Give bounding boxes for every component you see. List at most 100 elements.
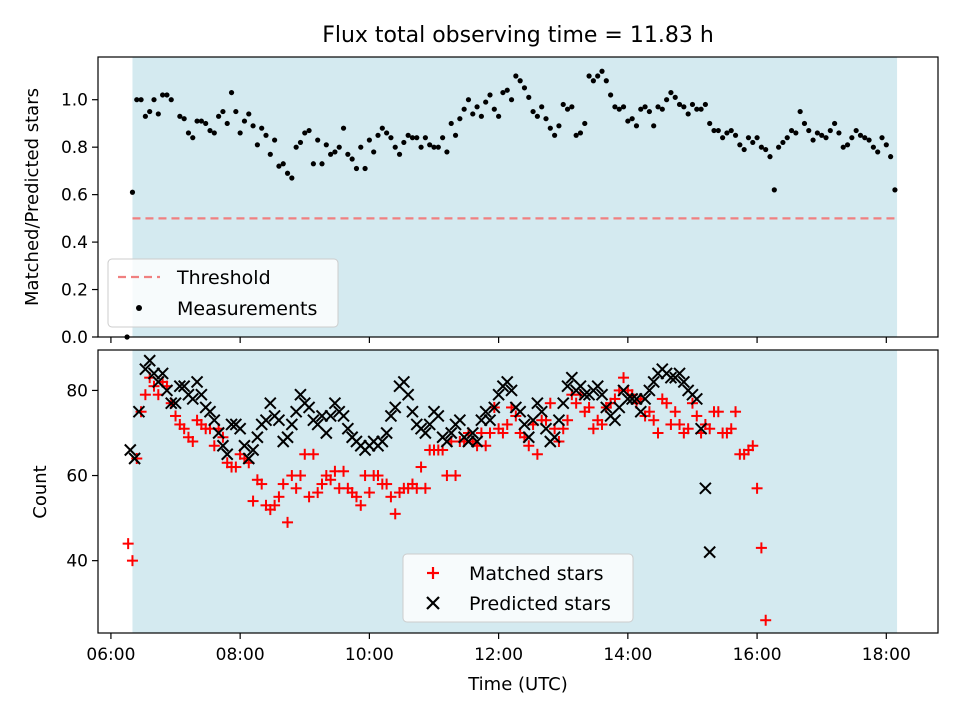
threshold-legend-label: Threshold bbox=[176, 267, 271, 289]
measurement-point bbox=[185, 130, 192, 136]
measurement-point bbox=[668, 89, 674, 96]
predicted-star-point bbox=[501, 375, 514, 389]
predicted-star-point bbox=[177, 379, 191, 393]
x-tick-label: 16:00 bbox=[733, 645, 782, 665]
matched-star-point bbox=[544, 397, 556, 409]
x-tick-label: 06:00 bbox=[86, 645, 135, 665]
matched-star-point bbox=[730, 406, 742, 418]
measurement-point bbox=[405, 132, 411, 138]
predicted-star-point bbox=[212, 426, 225, 440]
measurement-point bbox=[849, 135, 855, 141]
measurement-point bbox=[297, 139, 304, 146]
measurement-point bbox=[763, 146, 769, 153]
measurement-point bbox=[590, 78, 596, 84]
predicted-star-point bbox=[376, 435, 389, 448]
matched-star-point bbox=[170, 410, 182, 422]
measurements-legend-label: Measurements bbox=[177, 298, 317, 320]
x-tick-label: 10:00 bbox=[345, 645, 394, 665]
measurement-point bbox=[698, 106, 704, 112]
ratio-y-tick-label: 0.6 bbox=[61, 186, 88, 206]
measurement-point bbox=[267, 151, 273, 157]
measurement-point bbox=[220, 108, 226, 115]
matched-star-point bbox=[450, 470, 462, 482]
matched-star-point bbox=[643, 406, 655, 418]
measurement-point bbox=[207, 127, 213, 134]
measurement-point bbox=[366, 137, 372, 143]
measurement-point bbox=[431, 144, 437, 150]
matched-star-point bbox=[618, 372, 630, 384]
measurement-point bbox=[836, 130, 842, 136]
predicted-star-point bbox=[518, 418, 531, 431]
matched-star-point bbox=[755, 542, 767, 554]
measurement-point bbox=[586, 73, 592, 79]
matched-star-point bbox=[135, 406, 147, 418]
matched-star-point bbox=[562, 414, 574, 426]
measurement-point bbox=[633, 123, 640, 129]
measurement-point bbox=[577, 130, 584, 136]
matched-star-point bbox=[648, 414, 660, 426]
measurement-point bbox=[254, 142, 260, 148]
ratio-panel: 0.0 0.2 0.4 0.6 0.8 1.0 Matched/Predicted sta… bbox=[22, 56, 939, 348]
measurement-point bbox=[629, 116, 635, 122]
measurement-point bbox=[595, 73, 601, 79]
measurement-point bbox=[646, 108, 652, 115]
matched-star-point bbox=[669, 406, 681, 418]
measurement-point bbox=[870, 144, 876, 150]
measurement-point bbox=[784, 135, 790, 141]
predicted-star-point bbox=[169, 396, 182, 410]
measurement-point bbox=[879, 135, 885, 141]
measurement-point bbox=[715, 127, 721, 134]
matched-star-point bbox=[269, 499, 281, 511]
measurement-point bbox=[388, 135, 394, 141]
measurement-point bbox=[349, 156, 355, 162]
matched-star-point bbox=[419, 482, 431, 494]
matched-star-point bbox=[363, 487, 375, 499]
measurement-point bbox=[810, 137, 816, 143]
predicted-star-point bbox=[216, 439, 230, 452]
measurement-point bbox=[620, 104, 627, 110]
measurement-point bbox=[138, 97, 144, 103]
measurement-point bbox=[263, 132, 269, 138]
measurement-point bbox=[517, 78, 523, 84]
measurement-point bbox=[883, 142, 889, 148]
ratio-y-axis-title: Matched/Predicted stars bbox=[22, 88, 43, 306]
x-tick-label: 14:00 bbox=[603, 645, 652, 665]
measurement-point bbox=[194, 118, 200, 124]
matched-star-point bbox=[523, 440, 535, 452]
matched-star-point bbox=[674, 418, 686, 430]
measurement-point bbox=[371, 149, 377, 155]
predicted-star-point bbox=[690, 392, 703, 406]
measurement-point bbox=[452, 132, 459, 138]
measurement-point bbox=[444, 149, 450, 155]
measurement-point bbox=[737, 142, 743, 148]
predicted-star-point bbox=[600, 401, 613, 414]
predicted-star-point bbox=[132, 405, 146, 418]
matched-star-point bbox=[303, 491, 315, 503]
measurement-point bbox=[582, 120, 588, 127]
measurement-point bbox=[521, 85, 528, 91]
measurement-point bbox=[711, 127, 717, 134]
measurement-point bbox=[707, 120, 713, 127]
count-y-axis-title: Count bbox=[30, 465, 51, 518]
matched-star-point bbox=[282, 516, 294, 528]
predicted-star-point bbox=[531, 396, 544, 410]
measurement-point bbox=[284, 170, 291, 176]
predicted-star-point bbox=[643, 384, 656, 397]
predicted-star-point bbox=[302, 401, 316, 414]
measurement-point bbox=[409, 135, 416, 141]
predicted-star-point bbox=[281, 431, 294, 444]
measurement-point bbox=[384, 130, 390, 136]
matched-star-point bbox=[381, 478, 393, 490]
predicted-star-point bbox=[522, 431, 535, 444]
measurement-point bbox=[422, 135, 428, 141]
predicted-star-point bbox=[242, 452, 255, 465]
predicted-star-point bbox=[233, 422, 247, 435]
count-panel-frame bbox=[97, 349, 939, 634]
predicted-star-point bbox=[401, 388, 415, 401]
measurement-point bbox=[862, 135, 868, 141]
ratio-y-tick-label: 0.8 bbox=[61, 138, 88, 158]
measurement-point bbox=[801, 120, 808, 127]
measurement-point bbox=[142, 113, 148, 119]
predicted-star-point bbox=[638, 392, 652, 406]
